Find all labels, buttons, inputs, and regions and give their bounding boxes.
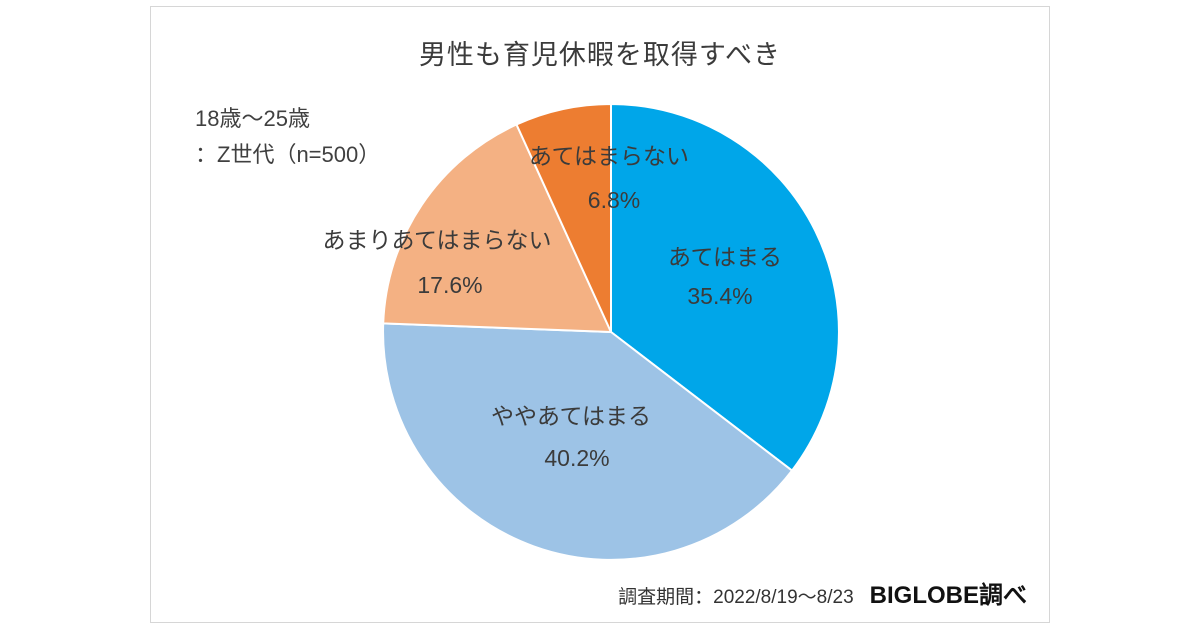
chart-footer: 調査期間：2022/8/19〜8/23 BIGLOBE調べ <box>618 575 1027 610</box>
pie-slice-value-0: 35.4% <box>687 283 752 309</box>
pie-chart: あてはまる 35.4% ややあてはまる 40.2% あまりあてはまらない 17.6% あては… <box>322 102 840 561</box>
age-group-line1: 18歳〜25歳 <box>195 106 310 131</box>
pie-slice-label-1: ややあてはまる <box>491 403 651 429</box>
pie-slice-label-2: あまりあてはまらない <box>322 227 551 253</box>
pie-slice-value-2: 17.6% <box>417 272 482 298</box>
chart-card: 男性も育児休暇を取得すべき 18歳〜25歳 ：Z世代（n=500） あてはまる 3… <box>150 6 1050 623</box>
pie-slice-2 <box>382 123 613 334</box>
pie-slice-value-3: 6.8% <box>588 187 640 213</box>
age-group-line2: ：Z世代（n=500） <box>195 142 381 167</box>
survey-period-label: 調査期間：2022/8/19〜8/23 <box>618 587 854 608</box>
pie-slice-1 <box>382 322 794 561</box>
pie-slice-value-1: 40.2% <box>544 445 609 471</box>
age-group-label: 18歳〜25歳 ：Z世代（n=500） <box>195 101 380 173</box>
pie-slice-label-3: あてはまらない <box>529 143 689 169</box>
pie-slice-label-0: あてはまる <box>668 244 782 270</box>
source-label: BIGLOBE調べ <box>869 582 1027 609</box>
pie-slice-3 <box>515 102 612 333</box>
pie-slice-0 <box>610 102 840 473</box>
chart-title: 男性も育児休暇を取得すべき <box>418 40 782 70</box>
